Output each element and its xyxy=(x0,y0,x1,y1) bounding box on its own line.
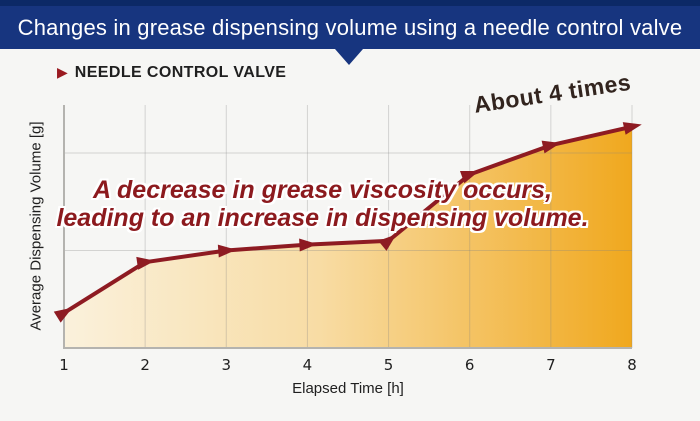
series-label: ▶ NEEDLE CONTROL VALVE xyxy=(57,64,286,82)
callout-line-1: A decrease in grease viscosity occurs, xyxy=(92,176,553,204)
data-point-marker xyxy=(378,234,397,251)
callout-line-2: leading to an increase in dispensing vol… xyxy=(56,204,589,232)
x-tick-label: 2 xyxy=(140,356,150,374)
x-axis-label: Elapsed Time [h] xyxy=(292,380,404,397)
x-tick-label: 6 xyxy=(464,356,475,374)
data-point-marker xyxy=(622,122,642,135)
chart-line xyxy=(62,124,633,315)
x-tick-label: 8 xyxy=(627,356,637,374)
chart-area-fill xyxy=(64,126,632,348)
page-title: Changes in grease dispensing volume usin… xyxy=(17,14,683,40)
callout-text: A decrease in grease viscosity occurs, l… xyxy=(0,176,645,232)
data-point-marker xyxy=(299,238,318,252)
x-tick-label: 7 xyxy=(546,356,556,374)
header-bar: Changes in grease dispensing volume usin… xyxy=(0,0,700,49)
x-tick-label: 5 xyxy=(383,356,394,374)
series-label-text: NEEDLE CONTROL VALVE xyxy=(74,64,287,81)
header-pointer-icon xyxy=(335,49,363,65)
right-arrow-icon: ▶ xyxy=(57,65,68,81)
data-point-marker xyxy=(53,307,73,323)
data-point-marker xyxy=(217,244,237,258)
x-tick-label: 1 xyxy=(59,356,69,374)
data-point-marker xyxy=(136,256,156,270)
data-point-marker xyxy=(459,171,480,184)
x-tick-label: 3 xyxy=(221,356,232,374)
data-point-marker xyxy=(541,140,561,154)
x-tick-label: 4 xyxy=(302,356,313,374)
